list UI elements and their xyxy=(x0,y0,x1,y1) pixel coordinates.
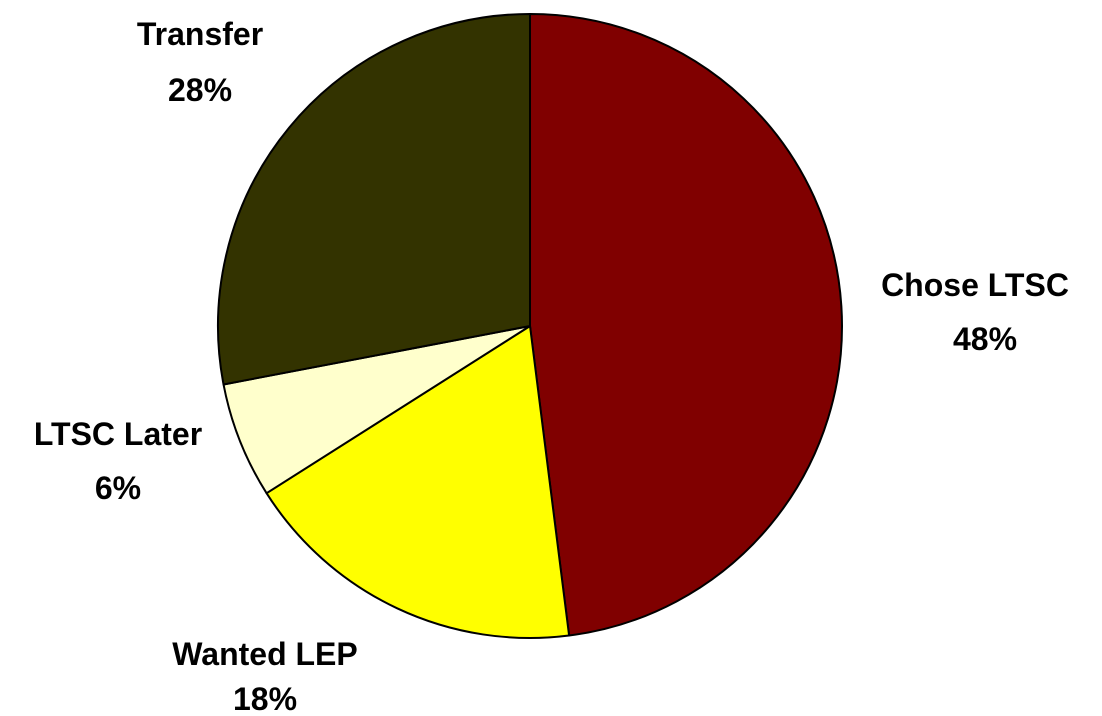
slice-value-wanted-lep: 18% xyxy=(233,681,297,716)
pie-slices xyxy=(217,13,843,639)
slice-label-chose-ltsc: Chose LTSC xyxy=(881,267,1069,303)
pie-slice-transfer xyxy=(217,13,531,386)
slice-label-transfer: Transfer xyxy=(137,16,263,52)
slice-value-chose-ltsc: 48% xyxy=(953,321,1017,357)
pie-slice-chose-ltsc xyxy=(529,13,843,637)
slice-label-ltsc-later: LTSC Later xyxy=(34,416,202,452)
slice-label-wanted-lep: Wanted LEP xyxy=(172,636,357,672)
slice-value-ltsc-later: 6% xyxy=(95,470,141,506)
slice-value-transfer: 28% xyxy=(168,72,232,108)
pie-slice-wanted-lep xyxy=(265,325,571,639)
